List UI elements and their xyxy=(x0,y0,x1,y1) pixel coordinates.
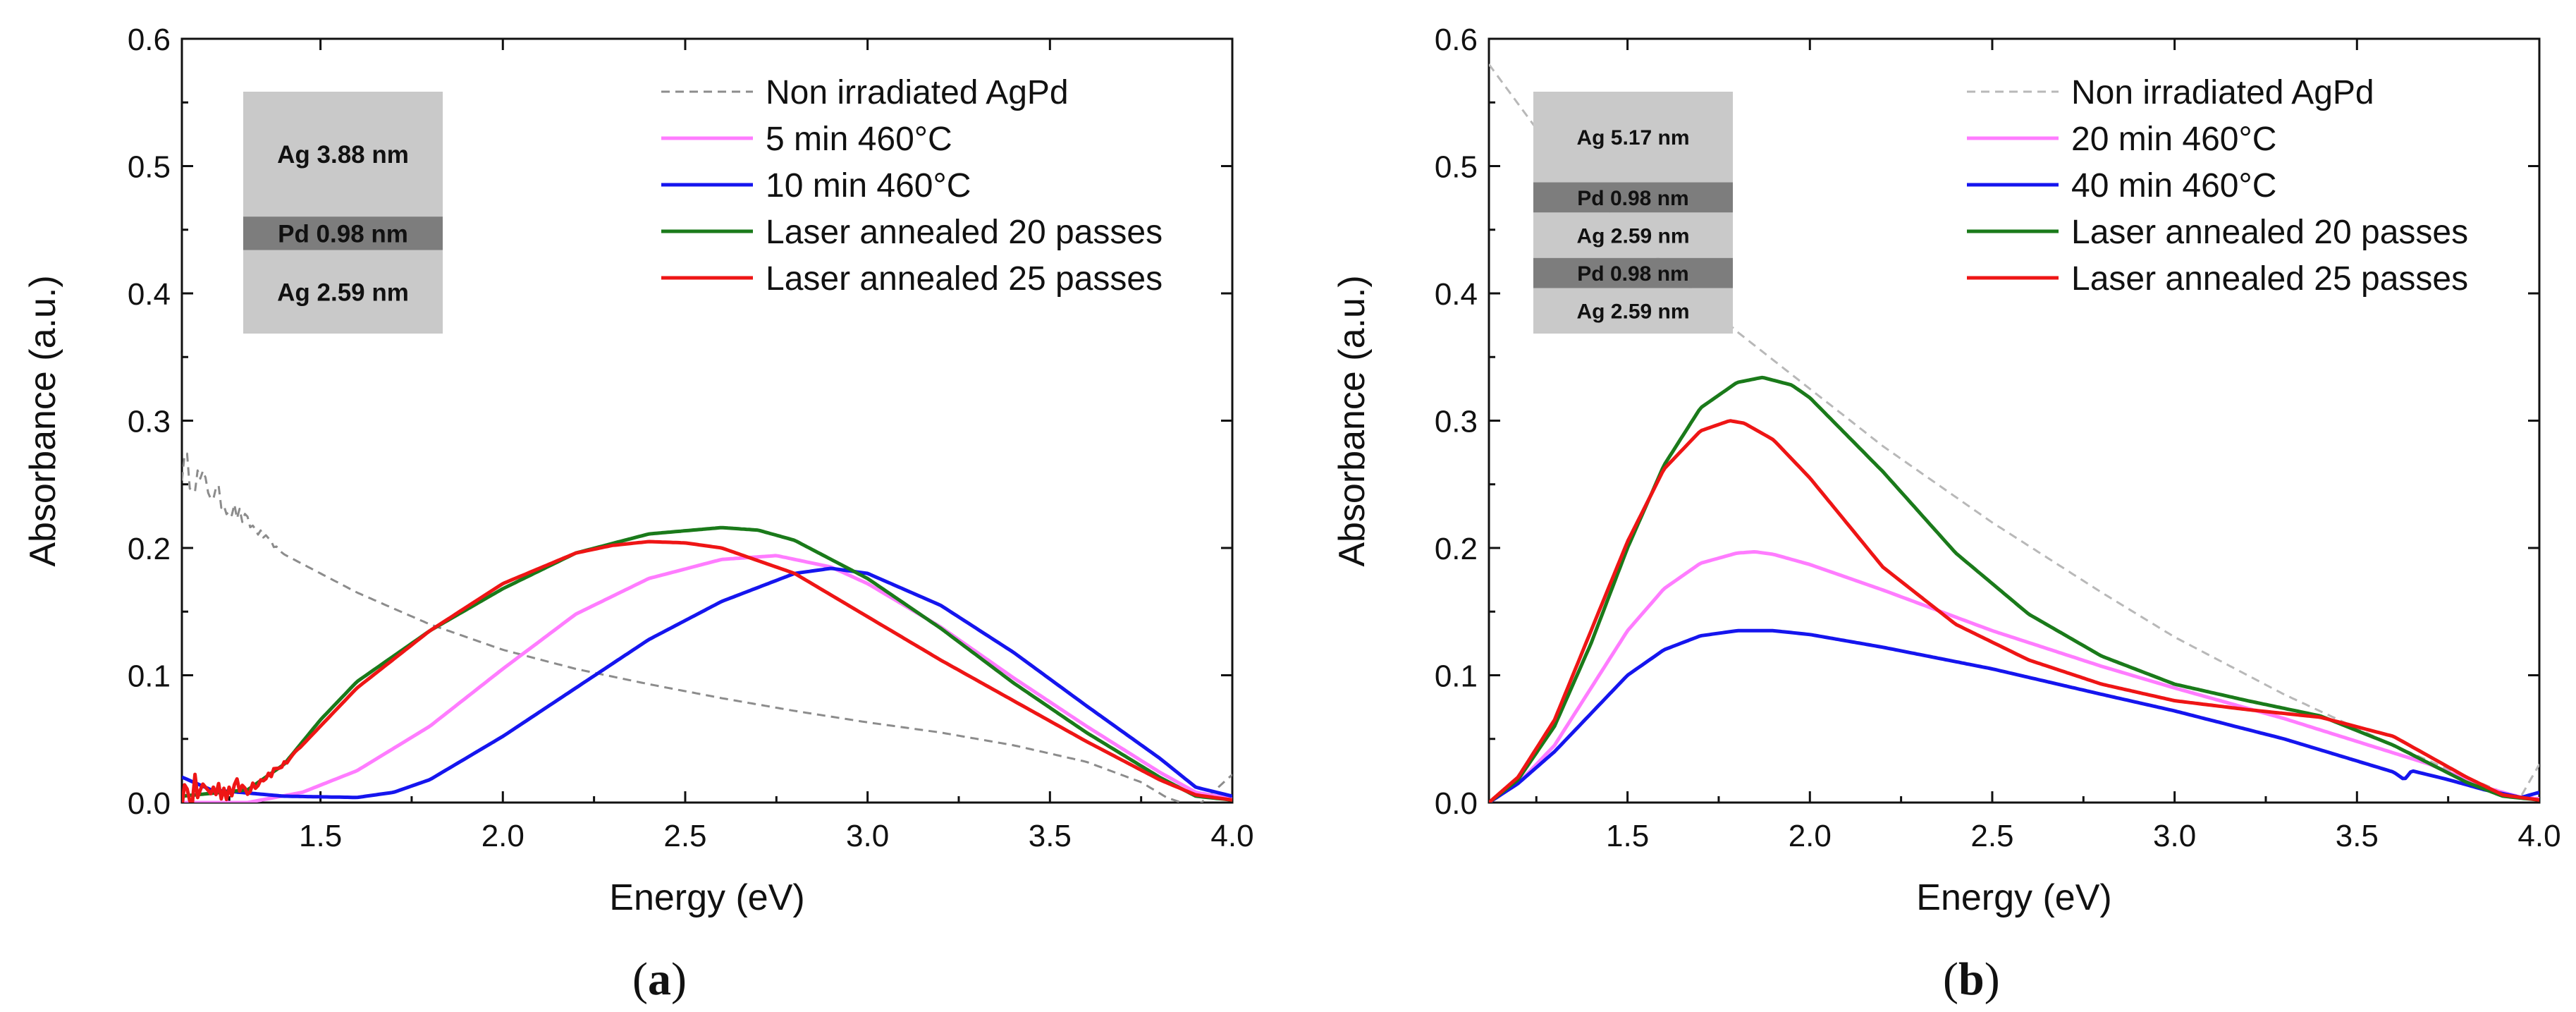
x-tick-label-a: 3.0 xyxy=(846,819,889,853)
series-line-a-2 xyxy=(182,566,1232,800)
panel-label-close-paren: ) xyxy=(1985,953,2000,1005)
layer-label-a-1: Pd 0.98 nm xyxy=(278,221,408,248)
plot-area-a: 0.0 0.1 0.2 0.3 0.4 0.5 0.6 1.5 2.0 2.5 3.0 3.5 4.0 A… xyxy=(128,23,1254,853)
y-tick-label-a: 0.5 xyxy=(128,150,171,185)
series-line-b-4 xyxy=(1489,419,2539,803)
legend-label-b-3: Laser annealed 20 passes xyxy=(2071,214,2468,251)
layer-rect-a-1 xyxy=(243,217,443,250)
y-tick-label-a: 0.2 xyxy=(128,532,171,566)
panel-label-close-paren: ) xyxy=(671,953,687,1005)
legend-label-b-0: Non irradiated AgPd xyxy=(2071,74,2374,111)
panel-label-open-paren: ( xyxy=(1943,953,1958,1005)
series-line-b-0 xyxy=(1489,63,2539,798)
plot-area-b: 0.0 0.1 0.2 0.3 0.4 0.5 0.6 1.5 2.0 2.5 3.0 3.5 4.0 A… xyxy=(1435,23,2561,853)
x-tick-label-b: 2.0 xyxy=(1789,819,1832,853)
panel-label-letter: b xyxy=(1958,953,1985,1005)
series-line-a-4 xyxy=(182,539,1232,803)
y-tick-label-b: 0.1 xyxy=(1435,659,1478,694)
y-tick-label-a: 0.3 xyxy=(128,405,171,439)
legend-label-a-0: Non irradiated AgPd xyxy=(766,74,1069,111)
x-tick-label-a: 4.0 xyxy=(1210,819,1253,853)
x-tick-label-a: 2.0 xyxy=(482,819,525,853)
layer-rect-b-1 xyxy=(1533,182,1733,213)
layer-label-b-3: Pd 0.98 nm xyxy=(1577,262,1688,286)
x-tick-label-a: 3.5 xyxy=(1029,819,1072,853)
y-axis-label-b: Absorbance (a.u.) xyxy=(1332,275,1373,566)
panel-label-letter: a xyxy=(648,953,671,1005)
x-tick-label-a: 1.5 xyxy=(299,819,342,853)
series-line-a-3 xyxy=(182,525,1232,802)
y-axis-label-a: Absorbance (a.u.) xyxy=(23,275,63,566)
y-tick-label-b: 0.3 xyxy=(1435,405,1478,439)
layer-rect-b-4 xyxy=(1533,288,1733,334)
series-line-b-1 xyxy=(1489,550,2539,803)
y-tick-label-a: 0.1 xyxy=(128,659,171,694)
x-tick-label-a: 2.5 xyxy=(663,819,706,853)
series-line-b-3 xyxy=(1489,375,2539,803)
layer-label-a-2: Ag 2.59 nm xyxy=(277,279,409,306)
x-tick-label-b: 4.0 xyxy=(2517,819,2560,853)
layer-rect-a-0 xyxy=(243,92,443,217)
y-tick-label-a: 0.4 xyxy=(128,277,171,312)
series-line-a-1 xyxy=(182,554,1232,803)
y-tick-label-a: 0.0 xyxy=(128,786,171,821)
series-line-b-2 xyxy=(1489,628,2539,803)
layer-rect-a-2 xyxy=(243,250,443,334)
x-axis-label-b: Energy (eV) xyxy=(1916,877,2111,918)
x-tick-label-b: 3.0 xyxy=(2153,819,2196,853)
layer-label-b-2: Ag 2.59 nm xyxy=(1576,224,1689,248)
legend-label-b-4: Laser annealed 25 passes xyxy=(2071,260,2468,298)
layer-rect-b-2 xyxy=(1533,212,1733,258)
layer-label-b-4: Ag 2.59 nm xyxy=(1576,300,1689,324)
x-tick-label-b: 2.5 xyxy=(1970,819,2013,853)
legend-label-a-3: Laser annealed 20 passes xyxy=(766,214,1163,251)
legend-label-b-1: 20 min 460°C xyxy=(2071,121,2276,158)
x-tick-label-b: 3.5 xyxy=(2336,819,2379,853)
panel-b: 0.0 0.1 0.2 0.3 0.4 0.5 0.6 1.5 2.0 2.5 3.0 3.5 4.0 A… xyxy=(1332,23,2561,1005)
layer-label-a-0: Ag 3.88 nm xyxy=(277,141,409,169)
layer-rect-b-0 xyxy=(1533,92,1733,183)
layer-label-b-0: Ag 5.17 nm xyxy=(1576,126,1689,150)
panel-a: 0.0 0.1 0.2 0.3 0.4 0.5 0.6 1.5 2.0 2.5 3.0 3.5 4.0 A… xyxy=(23,23,1254,1005)
y-tick-label-b: 0.4 xyxy=(1435,277,1478,312)
y-tick-label-a: 0.6 xyxy=(128,23,171,57)
legend-label-a-4: Laser annealed 25 passes xyxy=(766,260,1163,298)
panel-label-open-paren: ( xyxy=(632,953,648,1005)
x-axis-label-a: Energy (eV) xyxy=(609,877,804,918)
x-tick-label-b: 1.5 xyxy=(1606,819,1649,853)
y-tick-label-b: 0.6 xyxy=(1435,23,1478,57)
series-group-a xyxy=(182,452,1232,803)
layer-rect-b-3 xyxy=(1533,257,1733,288)
y-tick-label-b: 0.0 xyxy=(1435,786,1478,821)
y-tick-label-b: 0.2 xyxy=(1435,532,1478,566)
panel-label-a: (a) xyxy=(632,953,687,1005)
series-group-b xyxy=(1489,63,2539,803)
panel-label-b: (b) xyxy=(1943,953,2000,1005)
series-line-a-0 xyxy=(182,452,1232,803)
legend-label-a-2: 10 min 460°C xyxy=(766,167,971,205)
legend-label-b-2: 40 min 460°C xyxy=(2071,167,2276,205)
layer-label-b-1: Pd 0.98 nm xyxy=(1577,187,1688,210)
legend-label-a-1: 5 min 460°C xyxy=(766,121,952,158)
y-tick-label-b: 0.5 xyxy=(1435,150,1478,185)
